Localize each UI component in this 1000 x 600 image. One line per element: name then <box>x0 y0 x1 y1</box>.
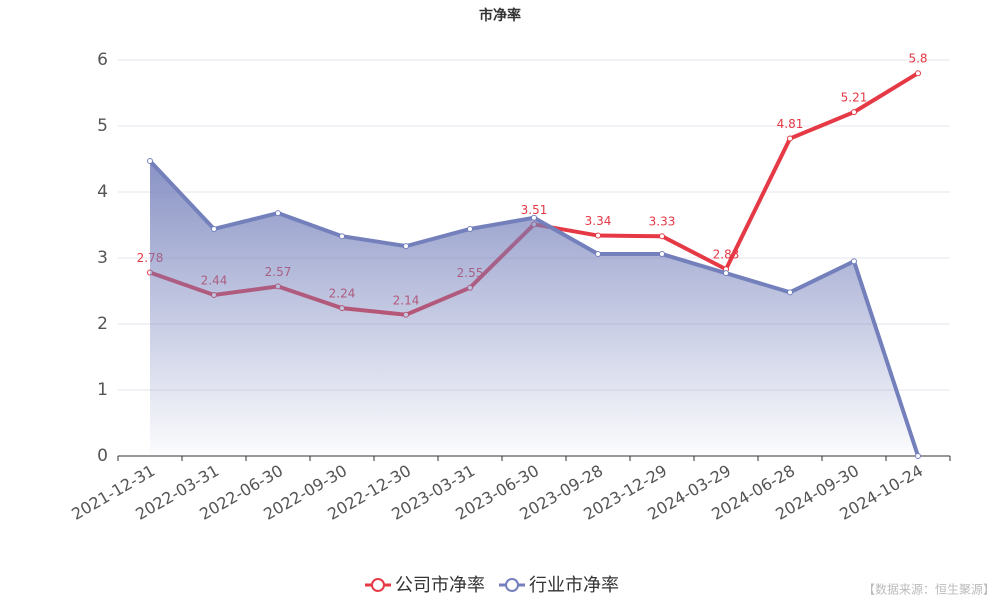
point <box>851 109 857 116</box>
point <box>659 251 665 258</box>
data-label: 5.21 <box>841 91 868 105</box>
point <box>467 225 473 232</box>
y-tick-label: 4 <box>97 182 108 202</box>
point <box>211 225 217 232</box>
legend-label: 行业市净率 <box>529 575 619 596</box>
point <box>403 243 409 250</box>
data-label: 5.8 <box>908 52 927 66</box>
point <box>915 70 921 77</box>
data-label: 3.34 <box>585 214 612 228</box>
point <box>915 453 921 459</box>
data-label: 2.83 <box>713 248 740 262</box>
point <box>787 289 793 296</box>
y-tick-label: 3 <box>97 248 108 268</box>
data-label: 3.33 <box>649 215 676 229</box>
area <box>150 160 918 457</box>
point <box>659 233 665 240</box>
data-label: 3.51 <box>521 203 548 217</box>
point <box>595 251 601 258</box>
legend-label: 公司市净率 <box>395 575 485 596</box>
point <box>595 232 601 239</box>
y-tick-label: 6 <box>97 50 108 70</box>
point <box>787 135 793 142</box>
y-tick-label: 1 <box>97 380 108 400</box>
y-tick-label: 2 <box>97 314 108 334</box>
point <box>851 258 857 265</box>
point <box>723 270 729 277</box>
chart-title: 市净率 <box>479 7 521 24</box>
point <box>339 233 345 240</box>
point <box>275 210 281 217</box>
point <box>531 214 537 221</box>
source: 【数据来源：恒生聚源】 <box>863 582 995 597</box>
y-tick-label: 5 <box>97 116 108 136</box>
point <box>147 157 153 164</box>
data-label: 4.81 <box>777 117 804 131</box>
y-tick-label: 0 <box>97 446 108 466</box>
legend-marker <box>371 578 385 592</box>
legend-marker <box>505 578 519 592</box>
